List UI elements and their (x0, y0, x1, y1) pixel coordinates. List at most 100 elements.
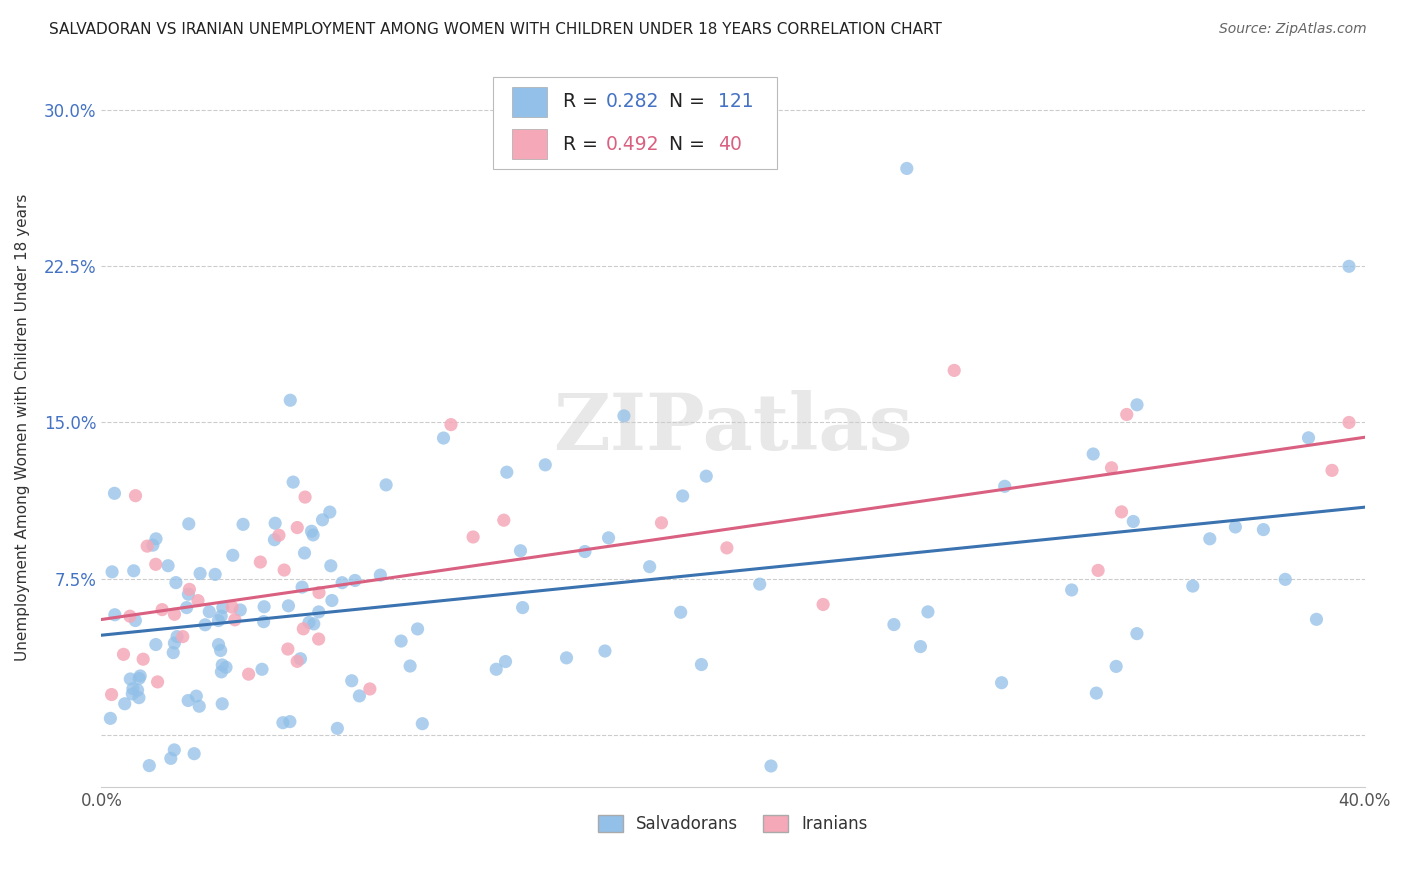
Point (910, 640, 932, 654)
Point (319, 505, 342, 519)
Point (748, 577, 770, 591)
Point (534, 458, 557, 472)
Point (555, 650, 578, 665)
Point (308, 605, 330, 619)
Point (292, 622, 315, 636)
Point (1198, 532, 1220, 546)
Point (98, 711, 121, 725)
Point (187, 593, 209, 607)
Point (198, 605, 221, 619)
Point (211, 600, 233, 615)
Point (1060, 582, 1083, 597)
Point (340, 673, 363, 688)
Text: 121: 121 (718, 93, 754, 112)
Point (638, 559, 661, 574)
Point (285, 654, 308, 668)
Point (104, 607, 127, 622)
Point (204, 567, 226, 582)
Point (495, 655, 517, 669)
Point (509, 543, 531, 558)
Point (321, 593, 343, 607)
Point (574, 544, 596, 558)
Point (917, 605, 939, 619)
Point (1337, 260, 1360, 274)
Point (183, 747, 205, 761)
Point (896, 161, 918, 176)
Point (112, 648, 135, 662)
Point (690, 657, 713, 672)
Point (263, 533, 285, 547)
Point (294, 490, 316, 504)
Point (485, 662, 508, 676)
Point (1087, 563, 1109, 577)
Point (311, 513, 333, 527)
Point (302, 616, 325, 631)
Text: N =: N = (657, 135, 711, 153)
Point (1253, 523, 1275, 537)
Point (330, 575, 353, 590)
Text: R =: R = (562, 135, 603, 153)
Point (1337, 416, 1360, 430)
Point (209, 609, 232, 624)
Point (114, 697, 136, 711)
Point (118, 609, 141, 624)
Point (177, 587, 200, 601)
Point (672, 489, 695, 503)
Point (343, 574, 366, 588)
Point (207, 614, 229, 628)
Point (163, 743, 186, 757)
Point (211, 657, 233, 672)
Point (759, 759, 782, 773)
Point (253, 599, 276, 614)
Point (1298, 431, 1320, 445)
Point (121, 687, 143, 701)
Point (229, 603, 252, 617)
Point (271, 715, 294, 730)
Point (943, 363, 966, 377)
Point (613, 409, 636, 423)
Point (716, 541, 738, 555)
Point (1320, 463, 1343, 477)
Point (301, 524, 323, 539)
Point (278, 714, 301, 729)
Point (209, 665, 232, 679)
Point (179, 582, 201, 597)
Point (207, 638, 229, 652)
Text: 0.282: 0.282 (606, 93, 659, 112)
Point (128, 690, 150, 705)
Point (267, 528, 290, 542)
Point (1083, 447, 1105, 461)
Point (159, 751, 181, 765)
Text: 40: 40 (718, 135, 742, 153)
Point (495, 465, 517, 479)
Point (370, 568, 392, 582)
Point (211, 697, 233, 711)
Point (186, 689, 208, 703)
Text: 0.492: 0.492 (606, 135, 659, 153)
Point (124, 614, 146, 628)
Point (221, 600, 243, 615)
Point (172, 630, 194, 644)
Point (461, 530, 484, 544)
Point (163, 607, 186, 622)
Point (145, 558, 167, 572)
Point (163, 636, 186, 650)
Point (294, 546, 316, 560)
Text: Source: ZipAtlas.com: Source: ZipAtlas.com (1219, 22, 1367, 37)
Point (278, 393, 301, 408)
Point (349, 689, 371, 703)
Point (598, 531, 620, 545)
Point (103, 486, 125, 500)
Point (138, 758, 160, 772)
Point (411, 716, 433, 731)
FancyBboxPatch shape (494, 77, 778, 169)
Point (136, 539, 159, 553)
Text: SALVADORAN VS IRANIAN UNEMPLOYMENT AMONG WOMEN WITH CHILDREN UNDER 18 YEARS CORR: SALVADORAN VS IRANIAN UNEMPLOYMENT AMONG… (49, 22, 942, 37)
Text: ZIPatlas: ZIPatlas (554, 390, 912, 466)
Point (177, 693, 200, 707)
Point (101, 565, 124, 579)
Point (120, 672, 142, 686)
Point (250, 662, 273, 676)
Point (432, 431, 454, 445)
Point (100, 688, 122, 702)
